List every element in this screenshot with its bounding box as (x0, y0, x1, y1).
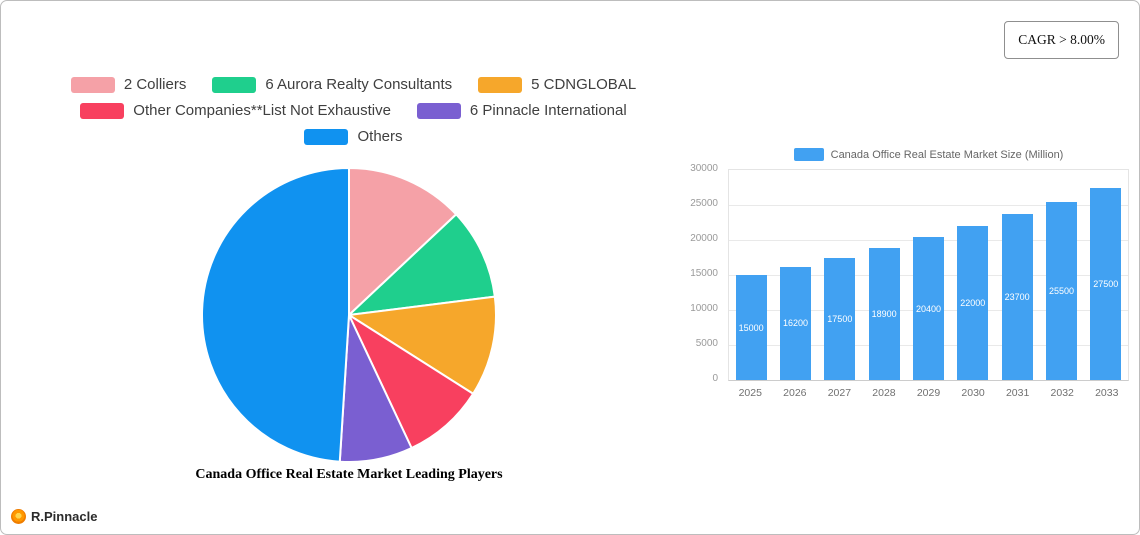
brand-logo-icon (11, 509, 26, 524)
bar-value-label: 27500 (1093, 278, 1119, 289)
bar-2027[interactable]: 17500 (824, 257, 856, 380)
legend-swatch (416, 102, 461, 119)
gridline (729, 205, 1128, 206)
bar-plot-area: 15000 16200 17500 18900 20400 22000 23700 25500… (728, 169, 1129, 381)
legend-label: 6 Aurora Realty Consultants (265, 76, 453, 93)
bar-2025[interactable]: 15000 (735, 275, 767, 380)
bar-slot: 17500 (818, 170, 862, 380)
x-tick-label: 2031 (1005, 387, 1030, 399)
bar-slot: 15000 (729, 170, 773, 380)
y-axis: 0 5000 10000 15000 20000 25000 30000 (661, 163, 723, 384)
legend-swatch (70, 76, 115, 93)
y-tick-label: 0 (712, 373, 718, 384)
x-tick-label: 2028 (872, 387, 896, 399)
bar-value-label: 25500 (1048, 285, 1074, 296)
bar-slot: 27500 (1084, 170, 1128, 380)
bar-value-label: 23700 (1004, 292, 1030, 303)
bar-slot: 20400 (906, 170, 950, 380)
bars-row: 15000 16200 17500 18900 20400 22000 23700 25500… (729, 170, 1128, 380)
pie-slice-3[interactable] (348, 314, 475, 450)
bar-value-label: 20400 (915, 303, 941, 314)
bar-2033[interactable]: 27500 (1090, 187, 1122, 380)
x-tick-label: 2030 (961, 387, 985, 399)
bar-chart-title: Canada Office Real Estate Market Size (M… (830, 148, 1064, 161)
x-tick-label: 2026 (783, 387, 807, 399)
legend-swatch (212, 76, 257, 93)
bar-2032[interactable]: 25500 (1045, 201, 1077, 380)
pie-chart-area (199, 165, 499, 465)
bar-value-label: 16200 (782, 318, 808, 329)
x-tick-label: 2027 (827, 387, 852, 399)
pie-chart (201, 167, 497, 463)
x-tick-label: 2025 (738, 387, 762, 399)
bar-slot: 16200 (773, 170, 817, 380)
x-tick-label: 2033 (1095, 387, 1119, 399)
bar-legend-swatch (793, 148, 824, 161)
y-tick-label: 15000 (690, 268, 718, 279)
bar-value-label: 22000 (960, 298, 986, 308)
legend-item-other-companies[interactable]: Other Companies**List Not Exhaustive (80, 102, 391, 119)
bar-value-label: 15000 (738, 322, 764, 333)
legend-swatch (80, 102, 125, 119)
pie-chart-title: Canada Office Real Estate Market Leading… (195, 467, 503, 482)
cagr-label: CAGR > 8.00% (1018, 32, 1105, 47)
legend-swatch (478, 76, 523, 93)
bar-2026[interactable]: 16200 (779, 266, 811, 380)
legend-item-cdnglobal[interactable]: 5 CDNGLOBAL (478, 76, 636, 93)
y-tick-label: 25000 (690, 198, 718, 209)
brand: R.Pinnacle (11, 509, 97, 524)
cagr-annotation: CAGR > 8.00% (1004, 21, 1119, 59)
pie-slice-1[interactable] (348, 213, 496, 316)
x-tick-label: 2032 (1050, 387, 1074, 399)
pie-slice-2[interactable] (348, 295, 497, 395)
y-tick-label: 20000 (690, 233, 718, 244)
legend-item-colliers[interactable]: 2 Colliers (70, 76, 187, 93)
legend-label: 5 CDNGLOBAL (531, 76, 637, 93)
legend-label: 2 Colliers (123, 76, 187, 93)
pie-legend: 2 Colliers 6 Aurora Realty Consultants 5… (31, 76, 676, 145)
legend-row-1: 2 Colliers 6 Aurora Realty Consultants 5… (70, 76, 636, 93)
legend-item-others[interactable]: Others (304, 128, 403, 145)
legend-row-2: Other Companies**List Not Exhaustive 6 P… (80, 102, 627, 119)
x-tick-label: 2029 (916, 387, 941, 399)
pie-slice-5[interactable] (201, 167, 350, 463)
bar-slot: 18900 (862, 170, 906, 380)
bar-chart-legend[interactable]: Canada Office Real Estate Market Size (M… (728, 148, 1129, 161)
x-axis: 2025 2026 2027 2028 2029 2030 2031 2032 2033 (728, 387, 1129, 399)
legend-row-3: Others (304, 128, 403, 145)
legend-label: 6 Pinnacle International (469, 102, 627, 119)
bar-2029[interactable]: 20400 (912, 237, 944, 380)
legend-swatch (304, 128, 349, 145)
bar-value-label: 18900 (871, 308, 897, 319)
bar-slot: 25500 (1039, 170, 1083, 380)
legend-item-aurora-realty[interactable]: 6 Aurora Realty Consultants (212, 76, 452, 93)
bar-2031[interactable]: 23700 (1001, 214, 1033, 380)
legend-label: Other Companies**List Not Exhaustive (133, 102, 391, 119)
y-tick-label: 30000 (690, 163, 718, 174)
bar-2028[interactable]: 18900 (868, 247, 900, 380)
bar-slot: 23700 (995, 170, 1039, 380)
bar-slot: 22000 (951, 170, 995, 380)
legend-item-pinnacle-international[interactable]: 6 Pinnacle International (416, 102, 627, 119)
legend-label: Others (357, 128, 403, 145)
y-tick-label: 10000 (690, 303, 718, 314)
y-tick-label: 5000 (695, 338, 718, 349)
pie-slice-0[interactable] (348, 167, 458, 316)
brand-label: R.Pinnacle (31, 509, 98, 524)
bar-2030[interactable]: 22000 (957, 226, 989, 380)
bar-value-label: 17500 (827, 313, 853, 324)
